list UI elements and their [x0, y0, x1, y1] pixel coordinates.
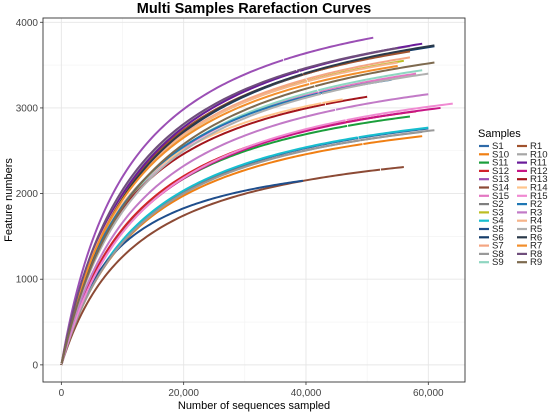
- legend-label-s13: S13: [492, 174, 509, 185]
- legend-label-r9: R9: [530, 257, 542, 268]
- legend-label-s2: S2: [492, 199, 504, 210]
- series-line-r7: [60, 64, 398, 366]
- legend-label-s10: S10: [492, 149, 509, 160]
- plot-panel-border: [42, 17, 466, 383]
- legend-label-s4: S4: [492, 216, 504, 227]
- axis-ticks: 0 20,000 40,000 60,000 0 1000 2000 3000 4000: [16, 18, 444, 399]
- series-line-s14: [60, 166, 404, 366]
- legend-label-r3: R3: [530, 207, 542, 218]
- legend-label-s11: S11: [492, 158, 508, 169]
- legend-label-r15: R15: [530, 191, 548, 202]
- legend-label-s3: S3: [492, 207, 504, 218]
- legend-label-r7: R7: [530, 241, 542, 252]
- x-tick-label: 0: [59, 388, 65, 399]
- grid: [43, 18, 465, 382]
- legend-label-s8: S8: [492, 249, 504, 260]
- legend-label-s5: S5: [492, 224, 504, 235]
- series-line-s13: [60, 36, 374, 366]
- legend-label-r11: R11: [530, 158, 547, 169]
- legend-label-s14: S14: [492, 183, 510, 194]
- legend-label-r6: R6: [530, 232, 542, 243]
- x-tick-label: 60,000: [413, 388, 444, 399]
- chart-title: Multi Samples Rarefaction Curves: [137, 1, 372, 17]
- legend-label-s6: S6: [492, 232, 504, 243]
- legend-label-r12: R12: [530, 166, 548, 177]
- y-tick-label: 4000: [16, 18, 39, 29]
- legend-label-r13: R13: [530, 174, 548, 185]
- y-tick-label: 2000: [16, 189, 39, 200]
- y-tick-label: 3000: [16, 103, 39, 114]
- legend-label-r14: R14: [530, 183, 548, 194]
- legend: Samples S1S10S11S12S13S14S15S2S3S4S5S6S7…: [478, 128, 548, 268]
- series-line-r3: [60, 93, 429, 366]
- legend-label-s15: S15: [492, 191, 509, 202]
- y-tick-label: 0: [32, 360, 38, 371]
- legend-label-r10: R10: [530, 149, 548, 160]
- series-line-r11: [60, 42, 423, 366]
- series-lines: [60, 36, 453, 366]
- legend-label-r2: R2: [530, 199, 542, 210]
- series-line-r5: [60, 72, 429, 366]
- legend-label-s1: S1: [492, 141, 504, 152]
- legend-label-r4: R4: [530, 216, 543, 227]
- series-line-r15: [60, 102, 453, 366]
- legend-label-r5: R5: [530, 224, 542, 235]
- legend-label-r1: R1: [530, 141, 542, 152]
- x-tick-label: 20,000: [168, 388, 199, 399]
- legend-label-s12: S12: [492, 166, 509, 177]
- legend-label-s7: S7: [492, 241, 504, 252]
- series-line-s5: [60, 179, 304, 366]
- y-axis-title: Feature numbers: [3, 158, 15, 242]
- legend-label-r8: R8: [530, 249, 542, 260]
- series-line-s8: [60, 129, 435, 366]
- y-tick-label: 1000: [16, 275, 39, 286]
- series-line-r9: [60, 61, 435, 366]
- x-axis-title: Number of sequences sampled: [178, 400, 330, 412]
- legend-title: Samples: [478, 128, 521, 140]
- legend-label-s9: S9: [492, 257, 504, 268]
- series-line-r6: [60, 44, 435, 366]
- series-line-s4: [60, 126, 429, 366]
- series-line-r8: [60, 46, 398, 366]
- x-tick-label: 40,000: [291, 388, 322, 399]
